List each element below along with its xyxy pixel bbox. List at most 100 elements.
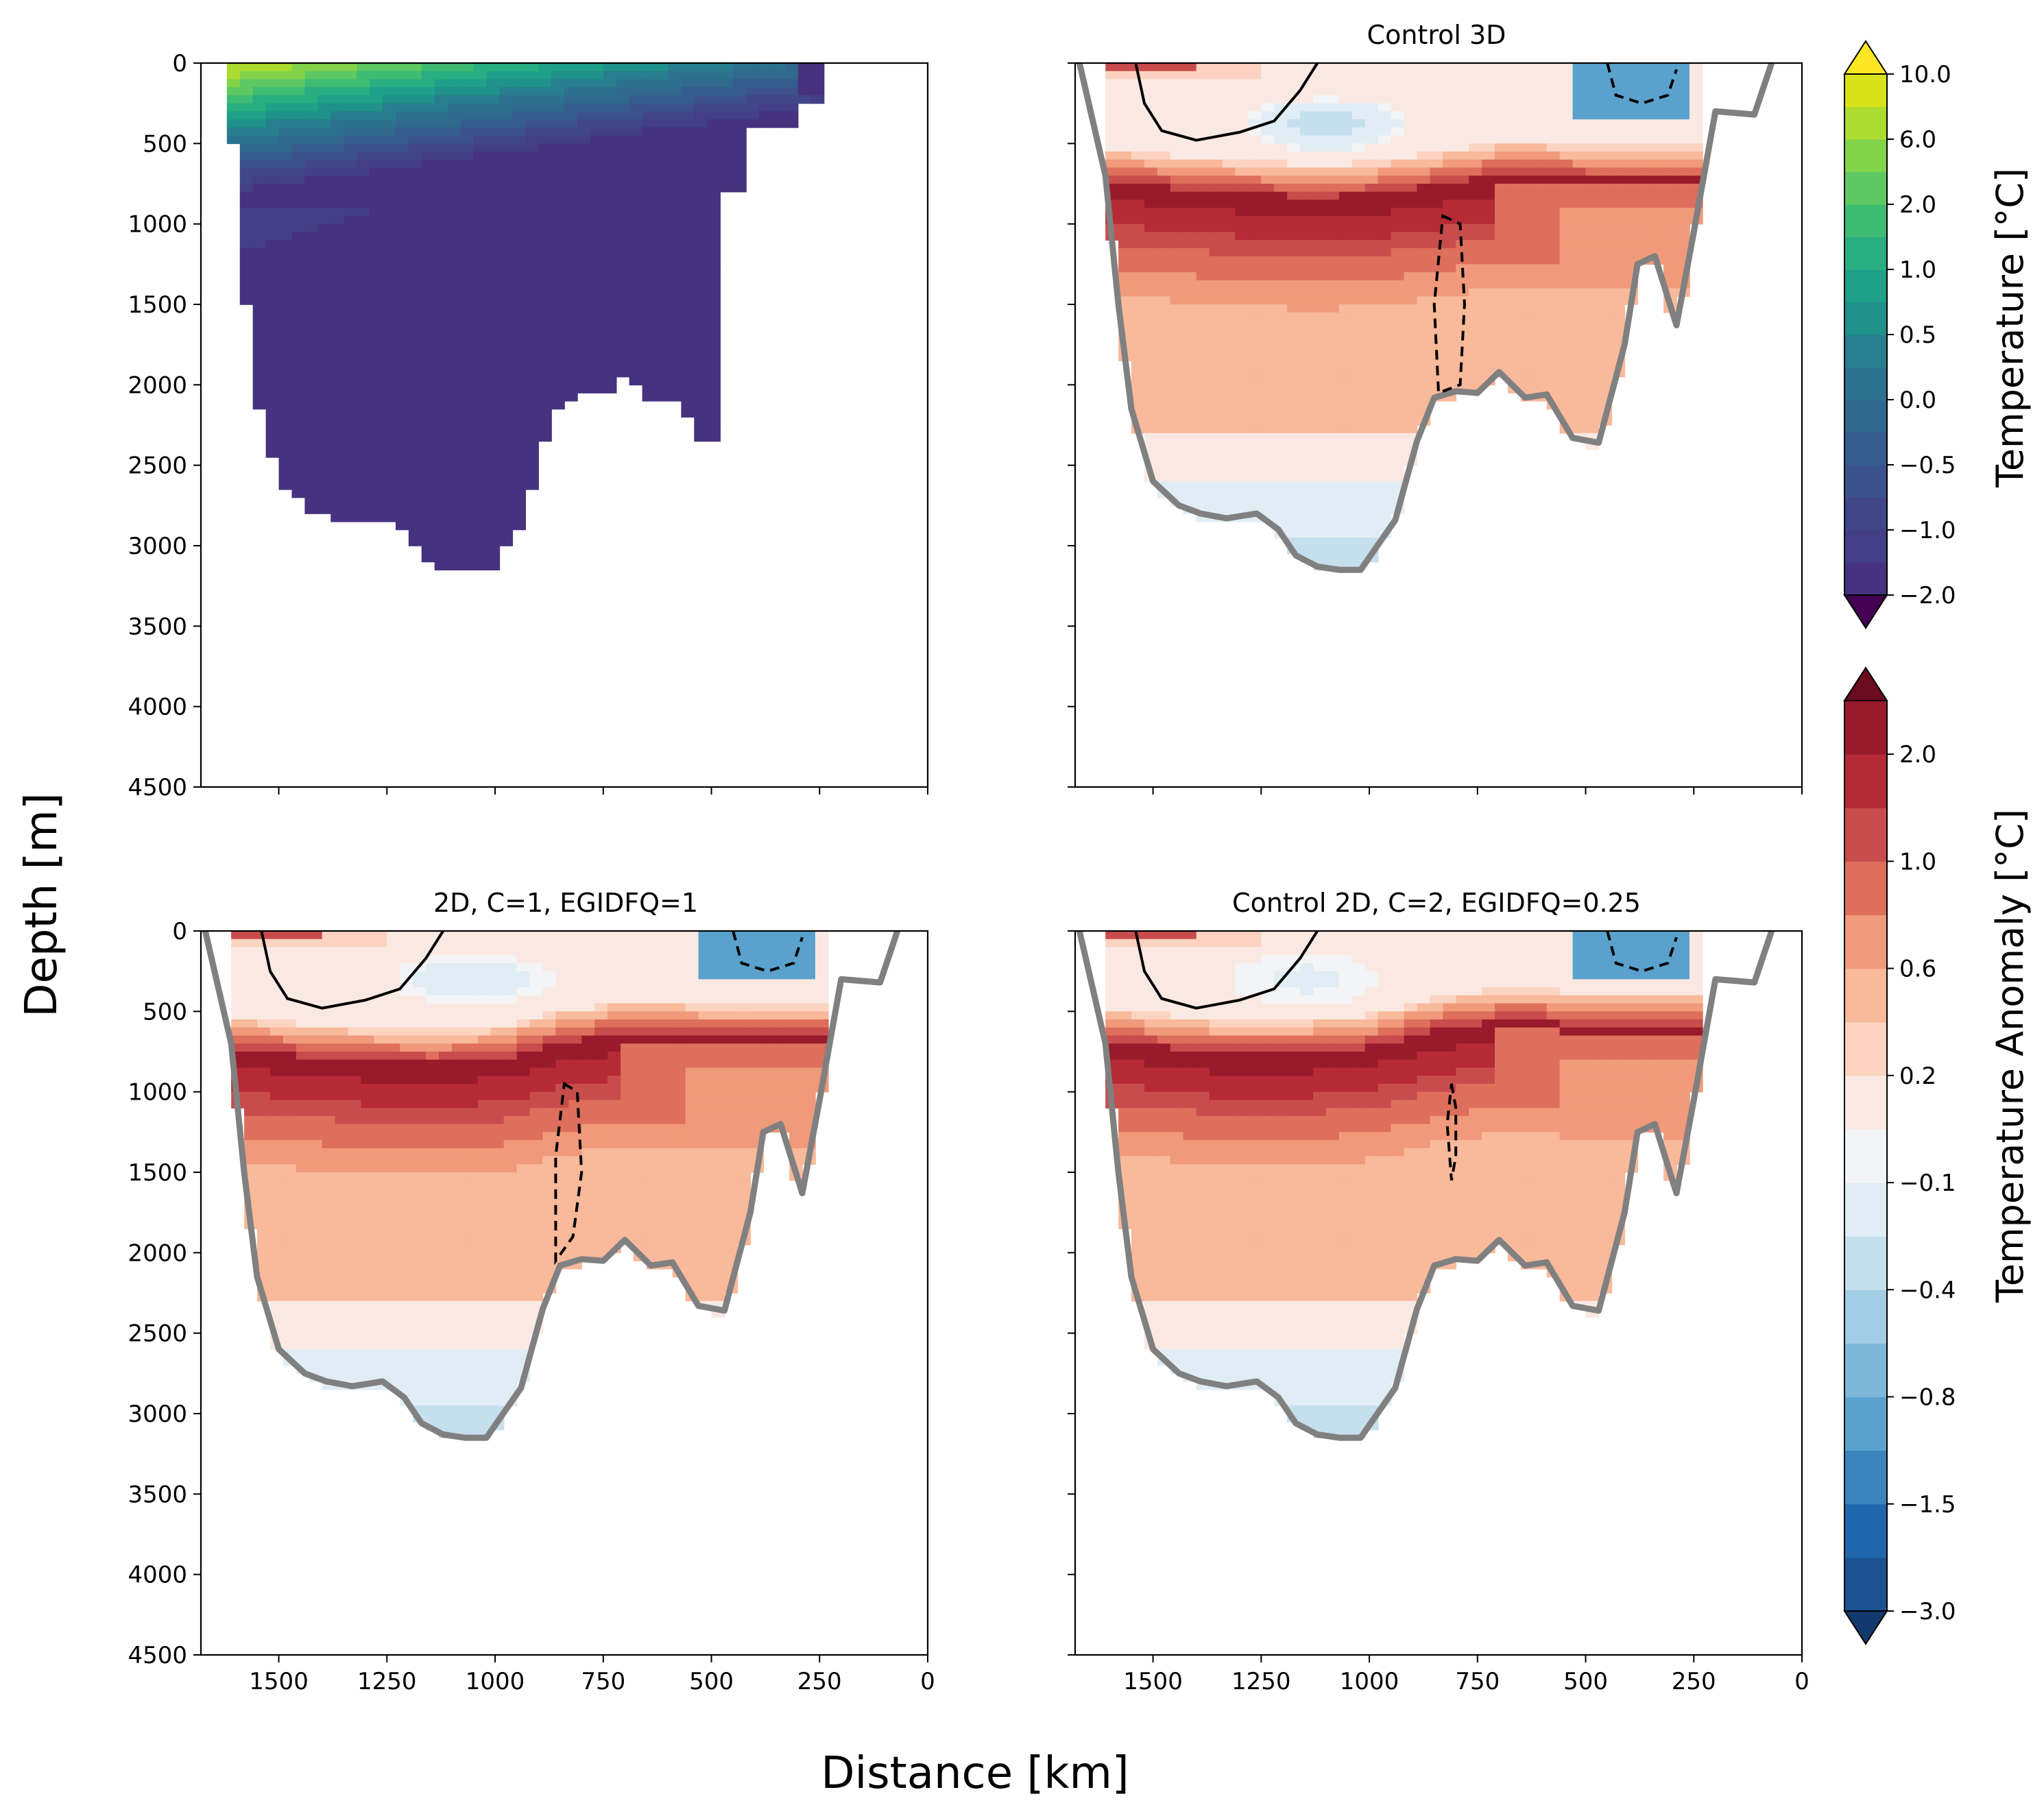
heatmap-cell [1170,71,1184,80]
heatmap-cell [797,79,812,88]
heatmap-cell [370,368,383,378]
heatmap-cell [252,71,267,80]
heatmap-cell [577,119,591,128]
heatmap-cell [512,361,527,370]
heatmap-cell [655,296,669,305]
heatmap-cell [421,385,435,394]
heatmap-cell [1157,296,1171,305]
heatmap-cell [1131,272,1145,281]
heatmap-cell [296,1148,310,1157]
heatmap-cell [1495,127,1508,136]
heatmap-cell [1430,152,1444,160]
heatmap-cell [460,304,474,313]
heatmap-cell [252,336,267,346]
heatmap-cell [707,87,721,96]
heatmap-cell [265,71,280,80]
heatmap-cell [1624,143,1639,152]
heatmap-cell [1209,79,1223,88]
heatmap-cell [383,425,396,434]
heatmap-cell [1209,465,1223,474]
heatmap-cell [322,1228,336,1237]
heatmap-cell [1482,361,1495,370]
heatmap-cell [1611,135,1626,145]
heatmap-cell [1611,127,1626,136]
heatmap-cell [590,71,604,80]
heatmap-cell [1404,223,1418,233]
heatmap-cell [1378,385,1392,394]
heatmap-cell [1559,103,1574,112]
heatmap-cell [357,481,370,490]
heatmap-cell [577,87,591,96]
heatmap-cell [538,103,552,112]
heatmap-cell [1378,127,1392,136]
heatmap-cell [383,111,396,120]
heatmap-cell [370,296,383,305]
heatmap-cell [642,63,656,72]
heatmap-cell [1611,280,1626,289]
heatmap-cell [655,312,669,322]
heatmap-cell [447,215,461,225]
heatmap-cell [499,320,514,329]
heatmap-cell [1287,521,1301,531]
heatmap-cell [1183,481,1197,490]
heatmap-cell [1157,215,1171,225]
heatmap-cell [616,368,630,378]
heatmap-cell [265,191,280,201]
heatmap-cell [348,1357,362,1366]
heatmap-cell [1443,368,1457,378]
heatmap-cell [681,199,695,208]
heatmap-cell [322,1220,336,1229]
contour-dashed [1432,213,1466,395]
heatmap-cell [361,955,375,964]
heatmap-cell [1196,393,1210,402]
heatmap-cell [1261,191,1275,201]
heatmap-cell [1364,521,1379,531]
heatmap-cell [1261,465,1275,474]
heatmap-cell [1430,111,1444,120]
heatmap-cell [296,979,310,988]
heatmap-cell [1520,199,1535,208]
heatmap-cell [1248,328,1262,337]
heatmap-cell [395,296,409,305]
heatmap-cell [387,1067,401,1076]
heatmap-cell [309,1341,323,1350]
heatmap-cell [1338,312,1353,322]
heatmap-cell [1235,449,1249,458]
heatmap-cell [330,256,345,265]
heatmap-cell [1300,167,1314,177]
heatmap-cell [1391,280,1405,289]
heatmap-cell [1196,376,1210,386]
heatmap-cell [413,1164,426,1173]
heatmap-cell [1209,328,1223,337]
heatmap-cell [434,63,448,72]
heatmap-cell [1507,159,1522,169]
heatmap-cell [1533,240,1548,249]
heatmap-cell [655,328,669,337]
heatmap-cell [1507,264,1522,273]
heatmap-cell [447,175,461,184]
heatmap-cell [655,103,669,112]
heatmap-cell [1572,175,1587,184]
heatmap-cell [309,1067,323,1076]
heatmap-cell [278,481,293,490]
heatmap-cell [408,296,422,305]
heatmap-cell [1689,143,1703,152]
heatmap-cell [408,489,422,498]
heatmap-cell [1105,95,1119,104]
heatmap-cell [1118,280,1132,289]
heatmap-cell [344,208,357,217]
heatmap-cell [1261,385,1275,394]
heatmap-cell [335,1124,349,1133]
heatmap-cell [1209,505,1223,514]
heatmap-cell [1248,159,1262,169]
heatmap-cell [1495,280,1508,289]
heatmap-cell [421,152,435,160]
heatmap-cell [473,288,488,298]
heatmap-cell [357,184,370,193]
heatmap-cell [252,368,267,378]
heatmap-cell [810,63,825,72]
heatmap-cell [278,465,293,474]
heatmap-cell [1520,184,1535,193]
heatmap-cell [1261,361,1275,370]
heatmap-cell [317,481,332,490]
